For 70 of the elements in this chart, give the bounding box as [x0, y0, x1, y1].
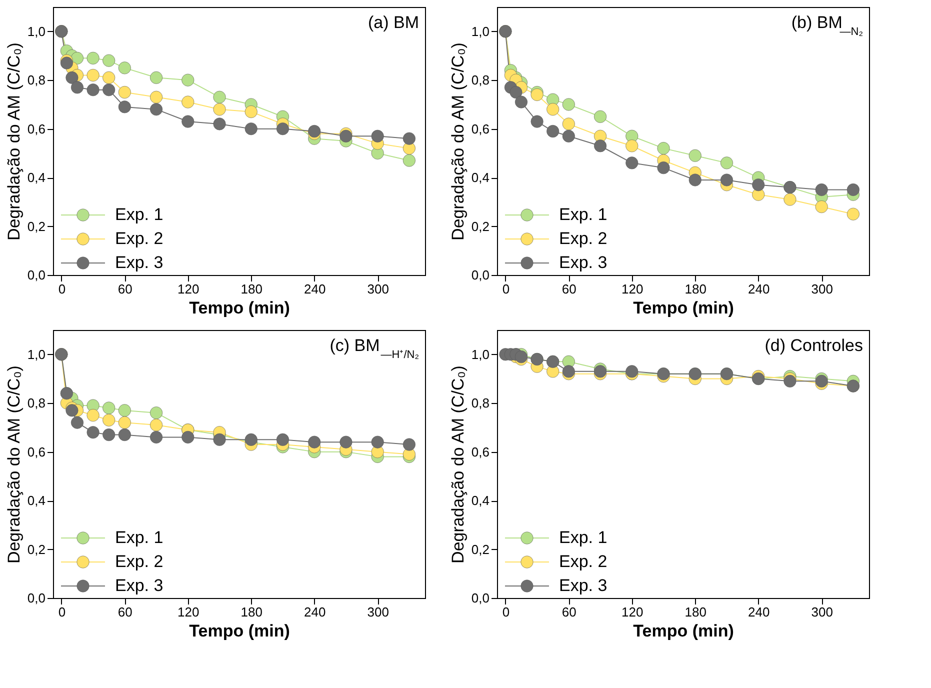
- y-tick-label: 0,8: [471, 72, 490, 88]
- x-tick-label: 180: [240, 282, 262, 296]
- x-tick-label: 0: [58, 282, 66, 296]
- x-tick-label: 60: [562, 604, 576, 620]
- x-tick-label: 240: [304, 604, 326, 620]
- x-tick-label: 180: [684, 604, 706, 620]
- x-tick-label: 300: [367, 282, 389, 296]
- legend-label: Exp. 2: [559, 229, 608, 248]
- y-tick-label: 0,2: [471, 218, 490, 234]
- y-tick-label: 0,0: [27, 268, 46, 282]
- y-axis-title: Degradação do AM (C/C₀): [448, 366, 468, 564]
- x-axis-title: Tempo (min): [633, 622, 734, 640]
- x-tick-label: 240: [748, 282, 770, 296]
- y-tick-label: 0,0: [27, 590, 46, 606]
- y-tick-label: 1,0: [471, 346, 490, 362]
- y-tick-label: 0,6: [471, 121, 490, 136]
- y-tick-label: 1,0: [27, 346, 46, 362]
- legend-label: Exp. 2: [115, 552, 164, 571]
- x-axis-title: Tempo (min): [633, 298, 734, 318]
- legend-label: Exp. 1: [115, 205, 164, 224]
- x-tick-label: 60: [118, 604, 132, 620]
- x-tick-label: 180: [240, 604, 262, 620]
- x-tick-label: 300: [811, 604, 833, 620]
- y-tick-label: 0,0: [471, 590, 490, 606]
- y-tick-label: 0,2: [27, 218, 46, 234]
- legend-label: Exp. 3: [115, 253, 164, 272]
- legend-label: Exp. 1: [559, 528, 608, 547]
- y-tick-label: 0,8: [27, 72, 46, 88]
- x-axis-title: Tempo (min): [189, 622, 290, 640]
- y-tick-label: 0,8: [471, 396, 490, 411]
- x-tick-label: 240: [304, 282, 326, 296]
- y-tick-label: 0,6: [27, 121, 46, 136]
- x-tick-label: 0: [502, 282, 510, 296]
- legend-label: Exp. 3: [559, 576, 608, 595]
- chart-title: (d) Controles: [764, 336, 863, 355]
- x-tick-label: 60: [562, 282, 576, 296]
- legend-label: Exp. 3: [115, 576, 164, 595]
- y-axis-title: Degradação do AM (C/C₀): [4, 366, 24, 564]
- y-tick-label: 0,4: [471, 170, 490, 186]
- x-tick-label: 300: [811, 282, 833, 296]
- x-tick-label: 0: [502, 604, 510, 620]
- x-tick-label: 0: [58, 604, 66, 620]
- legend-label: Exp. 3: [559, 253, 608, 272]
- y-tick-label: 0,6: [27, 444, 46, 460]
- x-tick-label: 120: [178, 604, 200, 620]
- y-tick-label: 0,6: [471, 444, 490, 460]
- y-tick-label: 0,0: [471, 268, 490, 282]
- x-tick-label: 180: [684, 282, 706, 296]
- y-tick-label: 0,4: [471, 493, 490, 508]
- x-tick-label: 60: [118, 282, 132, 296]
- x-tick-label: 120: [178, 282, 200, 296]
- y-tick-label: 0,4: [27, 170, 46, 186]
- x-tick-label: 300: [367, 604, 389, 620]
- legend-label: Exp. 2: [115, 229, 164, 248]
- legend-label: Exp. 1: [115, 528, 164, 547]
- y-tick-label: 0,2: [471, 542, 490, 557]
- y-tick-label: 0,8: [27, 396, 46, 411]
- x-tick-label: 120: [622, 604, 644, 620]
- y-tick-label: 0,2: [27, 542, 46, 557]
- x-axis-title: Tempo (min): [189, 298, 290, 318]
- legend-label: Exp. 1: [559, 205, 608, 224]
- x-tick-label: 240: [748, 604, 770, 620]
- chart-title: (a) BM: [368, 13, 419, 32]
- y-tick-label: 1,0: [471, 24, 490, 39]
- y-axis-title: Degradação do AM (C/C₀): [448, 42, 468, 240]
- y-tick-label: 0,4: [27, 493, 46, 508]
- x-tick-label: 120: [622, 282, 644, 296]
- y-axis-title: Degradação do AM (C/C₀): [4, 42, 24, 240]
- y-tick-label: 1,0: [27, 24, 46, 39]
- legend-label: Exp. 2: [559, 552, 608, 571]
